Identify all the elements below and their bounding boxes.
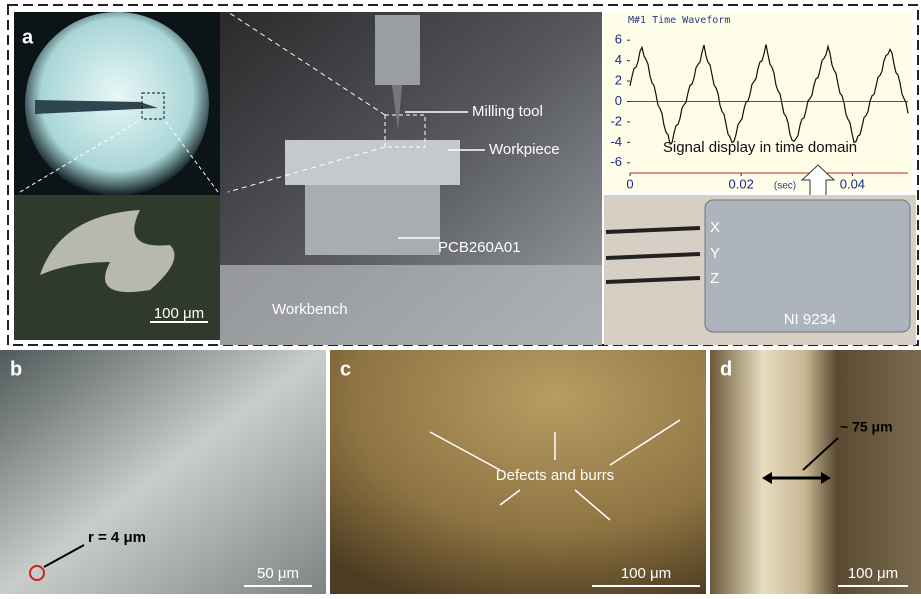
- x-tick-label: 0: [626, 176, 633, 191]
- scale-label: 100 μm: [621, 565, 671, 582]
- panel-label: b: [10, 358, 22, 380]
- panel-label: c: [340, 358, 351, 380]
- annotation: Defects and burrs: [496, 467, 614, 484]
- y-tick-label: -4: [610, 134, 622, 149]
- channel-label: X: [710, 219, 720, 236]
- spindle-image: [375, 15, 420, 85]
- fixture-image: [305, 185, 440, 255]
- figure: 100 μm a Milling tool Workpiece PCB260A0…: [0, 0, 921, 594]
- annotation: r = 4 μm: [88, 529, 146, 546]
- y-tick-label: 2: [615, 73, 622, 88]
- annotation: ~ 75 μm: [840, 419, 893, 435]
- x-axis-label: (sec): [774, 181, 796, 192]
- annotation: Workpiece: [489, 141, 560, 158]
- annotation: PCB260A01: [438, 239, 521, 256]
- scale-label: 100 μm: [848, 565, 898, 582]
- caption: Signal display in time domain: [663, 139, 857, 156]
- photo: [710, 350, 921, 594]
- channel-label: Y: [710, 245, 720, 262]
- y-tick-label: 6: [615, 32, 622, 47]
- workpiece-image: [285, 140, 460, 185]
- scale-label: 100 μm: [154, 305, 204, 322]
- scale-label: 50 μm: [257, 565, 299, 582]
- y-tick-label: -2: [610, 113, 622, 128]
- x-tick-label: 0.02: [729, 176, 754, 191]
- photo: [0, 350, 326, 594]
- x-tick-label: 0.04: [840, 176, 865, 191]
- panel-label: a: [22, 26, 34, 48]
- panel-label: d: [720, 358, 732, 380]
- annotation: NI 9234: [784, 311, 837, 328]
- channel-label: Z: [710, 270, 719, 287]
- annotation: Workbench: [272, 301, 348, 318]
- y-tick-label: -6: [610, 154, 622, 169]
- waveform-title: M#1 Time Waveform: [628, 15, 730, 26]
- annotation: Milling tool: [472, 103, 543, 120]
- y-tick-label: 0: [615, 93, 622, 108]
- y-tick-label: 4: [615, 52, 622, 67]
